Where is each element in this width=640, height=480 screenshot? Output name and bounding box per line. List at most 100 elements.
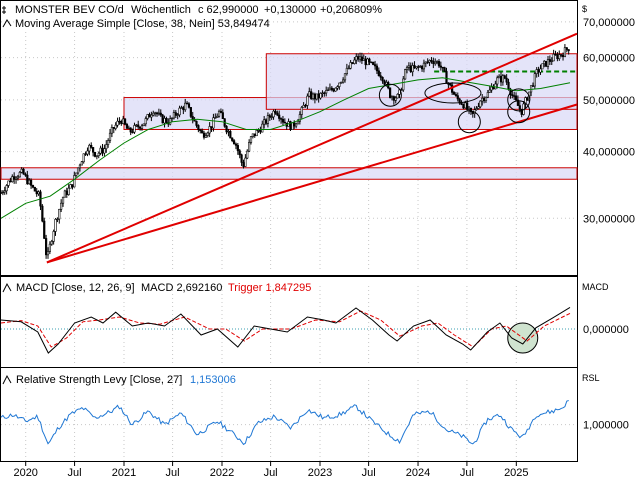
x-tick-label: Jul <box>362 467 376 479</box>
candle-body <box>199 129 202 131</box>
candle-body <box>492 86 495 90</box>
rsl-y-tick: 1,000000 <box>583 420 629 432</box>
candle-body <box>364 58 367 66</box>
candle-body <box>108 132 112 141</box>
candle-body <box>513 95 516 97</box>
candle-body <box>501 75 504 83</box>
trigger-line <box>0 310 571 348</box>
candle-body <box>29 179 33 186</box>
candle-body <box>467 107 471 110</box>
candle-body <box>308 91 311 97</box>
x-tick-label: 2023 <box>308 467 332 479</box>
candle-body <box>142 123 145 127</box>
candle-body <box>204 135 207 138</box>
candle-body <box>529 85 533 93</box>
candle-body <box>366 58 369 66</box>
candle-body <box>332 89 335 92</box>
candle-body <box>435 61 439 63</box>
candle-body <box>298 114 301 122</box>
candle-body <box>73 175 76 188</box>
candle-body <box>486 92 489 98</box>
rsl-axis-name: RSL <box>582 373 600 383</box>
candle-body <box>278 114 281 119</box>
candle-body <box>304 105 307 107</box>
candle-body <box>326 89 330 91</box>
candle-body <box>317 93 320 99</box>
candle-body <box>390 96 394 98</box>
x-tick-label: Jul <box>166 467 180 479</box>
candle-body <box>462 104 465 109</box>
candle-body <box>187 103 191 108</box>
candle-body <box>182 107 185 111</box>
candle-body <box>545 60 548 67</box>
trend-line <box>46 103 578 264</box>
candle-body <box>50 241 53 245</box>
trigger-value: Trigger 1,847295 <box>228 282 311 294</box>
candle-body <box>60 202 63 210</box>
candle-body <box>112 127 115 129</box>
price-y-tick: 50,000000 <box>583 95 635 107</box>
candle-body <box>170 117 174 120</box>
candle-body <box>232 140 236 145</box>
candle-body <box>14 177 18 180</box>
candle-body <box>266 115 270 124</box>
price-y-tick: 70,000000 <box>583 17 635 29</box>
candle-body <box>413 65 416 69</box>
candle-body <box>185 102 189 105</box>
candle-body <box>300 107 303 115</box>
trend-line <box>46 32 578 264</box>
candle-body <box>107 140 110 145</box>
candle-body <box>43 220 46 239</box>
candle-body <box>58 208 61 220</box>
candle-body <box>197 125 200 131</box>
candle-body <box>257 129 260 132</box>
candle-body <box>46 251 50 256</box>
rsl-title: Relative Strength Levy [Close, 27] <box>16 374 182 386</box>
candle-body <box>240 154 243 163</box>
price-y-tick: 40,000000 <box>583 147 635 159</box>
candle-body <box>37 191 40 195</box>
candle-body <box>219 110 223 113</box>
candle-body <box>97 152 100 156</box>
candle-body <box>375 65 379 72</box>
macd-title: MACD [Close, 12, 26, 9] <box>16 282 135 294</box>
candle-body <box>328 87 332 91</box>
candle-body <box>321 92 324 94</box>
rsl-plot: 1,000000 <box>0 380 629 461</box>
candle-body <box>48 243 51 252</box>
rsl-value: 1,153006 <box>190 374 236 386</box>
candle-body <box>229 131 232 139</box>
candle-body <box>537 69 540 73</box>
candle-body <box>99 147 102 154</box>
candle-body <box>345 67 348 74</box>
candle-body <box>479 100 482 108</box>
macd-y-tick: 0,000000 <box>583 324 629 336</box>
candle-body <box>9 180 12 183</box>
ma-legend-icon <box>2 19 12 28</box>
candle-body <box>342 79 345 83</box>
candle-body <box>210 126 213 129</box>
candle-body <box>323 92 326 94</box>
candle-body <box>206 132 209 136</box>
candle-body <box>355 56 358 61</box>
candle-body <box>452 92 456 95</box>
price-panel-frame <box>0 0 578 276</box>
candle-body <box>214 117 217 119</box>
candle-body <box>516 99 520 106</box>
x-axis: 2020 Jul 2021 Jul 2022 Jul 2023 Jul 2024 Jul 2025 <box>13 462 529 479</box>
candle-body <box>511 94 514 96</box>
candle-body <box>52 231 55 242</box>
candle-body <box>242 162 245 167</box>
candle-body <box>349 62 352 69</box>
candle-body <box>176 114 179 116</box>
candle-body <box>54 219 57 232</box>
candle-body <box>3 190 6 193</box>
candle-body <box>16 176 20 179</box>
candle-body <box>249 136 253 143</box>
macd-axis-name: MACD <box>582 282 609 292</box>
candle-body <box>201 130 204 134</box>
candle-body <box>80 161 83 166</box>
candle-body <box>148 114 151 118</box>
candle-body <box>385 82 388 85</box>
candle-body <box>253 133 256 137</box>
